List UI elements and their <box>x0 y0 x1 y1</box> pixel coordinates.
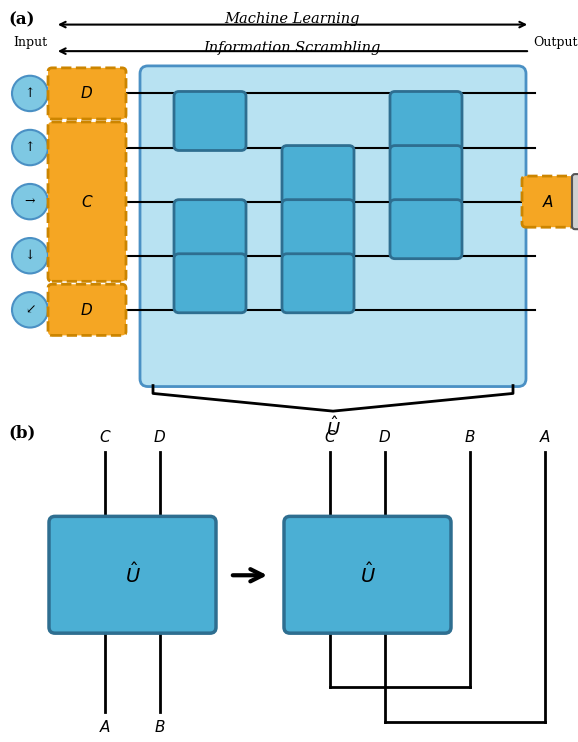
Circle shape <box>12 76 48 111</box>
Text: $C$: $C$ <box>324 430 336 445</box>
FancyBboxPatch shape <box>48 284 126 335</box>
Text: $A$: $A$ <box>542 194 554 210</box>
FancyBboxPatch shape <box>522 176 574 227</box>
Text: $B$: $B$ <box>154 719 166 735</box>
Text: Machine Learning: Machine Learning <box>224 12 360 26</box>
Text: Information Scrambling: Information Scrambling <box>203 42 381 56</box>
Text: ↓: ↓ <box>25 249 35 262</box>
FancyBboxPatch shape <box>48 122 126 281</box>
FancyBboxPatch shape <box>174 200 246 259</box>
FancyBboxPatch shape <box>140 66 526 387</box>
Circle shape <box>12 292 48 327</box>
Text: Input: Input <box>13 36 47 50</box>
Text: ↙: ↙ <box>25 303 35 316</box>
Text: $D$: $D$ <box>80 302 94 318</box>
Text: $D$: $D$ <box>379 430 391 445</box>
Text: ↑: ↑ <box>25 141 35 154</box>
FancyBboxPatch shape <box>282 200 354 259</box>
Text: ↑: ↑ <box>25 87 35 100</box>
Text: $A$: $A$ <box>539 430 551 445</box>
Text: $D$: $D$ <box>154 430 166 445</box>
Text: $D$: $D$ <box>80 85 94 102</box>
FancyBboxPatch shape <box>174 254 246 313</box>
Circle shape <box>12 238 48 274</box>
Text: (b): (b) <box>8 424 35 441</box>
Text: $B$: $B$ <box>464 430 476 445</box>
Circle shape <box>12 130 48 165</box>
Text: $\hat{U}$: $\hat{U}$ <box>325 416 340 440</box>
Text: $\hat{U}$: $\hat{U}$ <box>124 562 140 587</box>
Text: (a): (a) <box>8 12 35 29</box>
Text: $\hat{U}$: $\hat{U}$ <box>360 562 376 587</box>
Text: Output: Output <box>533 36 577 50</box>
Text: $C$: $C$ <box>81 194 93 210</box>
Text: $C$: $C$ <box>99 430 112 445</box>
Circle shape <box>12 184 48 220</box>
FancyBboxPatch shape <box>174 91 246 151</box>
FancyBboxPatch shape <box>282 254 354 313</box>
FancyBboxPatch shape <box>390 145 462 205</box>
FancyBboxPatch shape <box>49 516 216 633</box>
FancyBboxPatch shape <box>390 200 462 259</box>
Text: $A$: $A$ <box>99 719 111 735</box>
Text: →: → <box>25 195 35 209</box>
FancyBboxPatch shape <box>282 145 354 205</box>
FancyBboxPatch shape <box>572 174 578 229</box>
FancyBboxPatch shape <box>390 91 462 151</box>
FancyBboxPatch shape <box>48 68 126 119</box>
FancyBboxPatch shape <box>284 516 451 633</box>
